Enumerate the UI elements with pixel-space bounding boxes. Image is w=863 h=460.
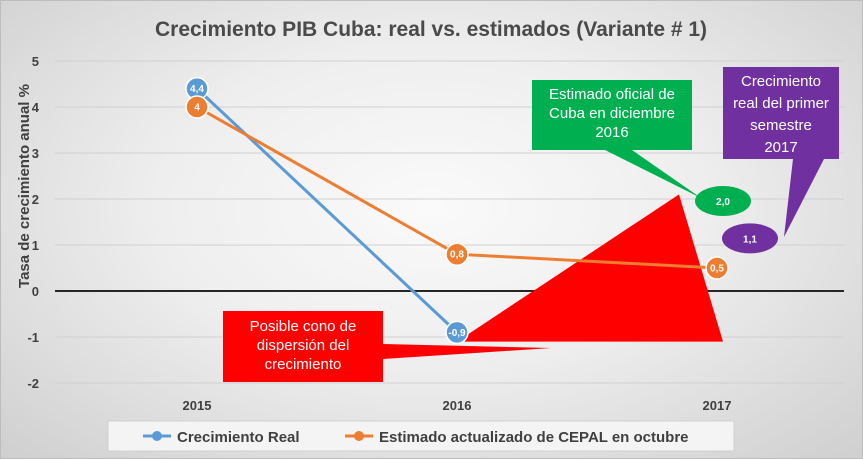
semester-value-bubble [722, 223, 778, 254]
data-point [185, 95, 209, 119]
official-value-bubble [695, 186, 751, 216]
dispersion-cone: Posible cono de dispersión del crecimiento [223, 194, 723, 382]
data-point [705, 256, 729, 280]
official-callout-box [532, 80, 701, 198]
y-tick-label: 0 [32, 284, 39, 299]
data-point [445, 320, 469, 345]
chart-title: Crecimiento PIB Cuba: real vs. estimados… [155, 18, 707, 41]
data-label: -0,9 [448, 328, 466, 339]
semester-callout-text: 2017 [764, 139, 797, 156]
y-tick-label: 4 [32, 100, 40, 115]
data-label: 0,5 [710, 264, 724, 275]
x-tick-label: 2016 [443, 398, 472, 413]
data-label: 0,8 [450, 250, 464, 261]
official-callout-text: 2016 [595, 124, 628, 141]
y-tick-label: 1 [32, 238, 39, 253]
series-line-0 [195, 87, 459, 334]
semester-callout-box [723, 67, 839, 237]
cone-callout-text: Posible cono de [250, 318, 357, 335]
x-tick-label: 2015 [183, 398, 212, 413]
cone-triangle [457, 194, 723, 342]
legend-entry-0: Crecimiento Real [177, 429, 300, 446]
x-tick-label: 2017 [703, 398, 732, 413]
data-label: 4 [194, 103, 200, 114]
legend-box [107, 420, 735, 452]
y-tick-label: -1 [27, 330, 39, 345]
semester-callout-text: Crecimiento [741, 73, 821, 90]
legend-marker-0 [152, 431, 162, 441]
legend-entry-1: Estimado actualizado de CEPAL en octubre [379, 429, 689, 446]
cone-callout-text: dispersión del [257, 337, 350, 354]
data-point [445, 242, 469, 266]
data-label: 4,4 [190, 84, 204, 95]
legend-marker-1 [354, 431, 364, 441]
semester-callout-text: semestre [750, 117, 812, 134]
callouts: Estimado oficial de Cuba en diciembre 2016… [532, 67, 839, 254]
y-axis-ticks: 5 4 3 2 1 0 -1 -2 [27, 54, 39, 391]
x-axis-ticks: 2015 2016 2017 [183, 398, 732, 413]
y-tick-label: 5 [32, 54, 39, 69]
semester-callout-text: real del primer [733, 95, 829, 112]
official-callout-text: Estimado oficial de [549, 86, 675, 103]
series-lines: 4,4 -0,9 4 0,8 0,5 [185, 76, 729, 345]
semester-value-label: 1,1 [743, 234, 757, 245]
y-tick-label: -2 [27, 376, 39, 391]
cone-callout-text: crecimiento [265, 356, 342, 373]
y-tick-label: 3 [32, 146, 39, 161]
cone-callout-box [223, 311, 551, 382]
official-callout-text: Cuba en diciembre [549, 105, 675, 122]
y-axis-label: Tasa de crecimiento anual % [16, 84, 33, 288]
legend: Crecimiento Real Estimado actualizado de … [107, 420, 735, 452]
y-tick-label: 2 [32, 192, 39, 207]
official-value-label: 2,0 [716, 197, 730, 208]
